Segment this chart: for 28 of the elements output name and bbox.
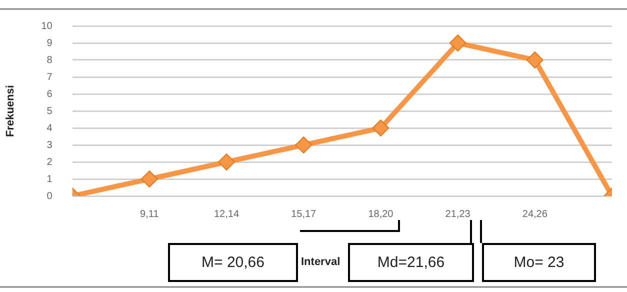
y-tick-label: 6 xyxy=(46,88,53,100)
y-tick-label: 2 xyxy=(46,156,53,168)
text: M= 20,66 xyxy=(168,243,298,282)
x-tick-label: 18,20 xyxy=(368,208,394,220)
point xyxy=(372,120,390,136)
point xyxy=(449,34,466,52)
y-tick-label: 7 xyxy=(46,72,53,83)
text: Md=21,66 xyxy=(348,243,474,282)
x-tick-label: 9,11 xyxy=(140,208,160,220)
point xyxy=(140,170,158,188)
y-tick-label: 9 xyxy=(46,38,53,49)
y-tick-label: 4 xyxy=(46,122,53,134)
x-tick-label: 12,14 xyxy=(214,208,240,220)
point xyxy=(526,52,544,68)
y-tick-label: 0 xyxy=(46,190,53,202)
y-tick-label: 1 xyxy=(46,174,53,185)
y-tick-label: 10 xyxy=(41,20,53,32)
x-tick-label: 24,26 xyxy=(522,208,548,220)
y-tick-label: 5 xyxy=(46,106,53,117)
x-tick-label: 21,23 xyxy=(445,208,471,220)
x-axis-title: Interval xyxy=(301,256,340,268)
y-tick-label: 3 xyxy=(46,140,53,151)
y-axis-title: Frekuensi xyxy=(4,85,17,137)
text: Mo= 23 xyxy=(482,243,596,282)
y-tick-label: 8 xyxy=(46,54,53,66)
point xyxy=(295,136,312,154)
x-tick-label: 15,17 xyxy=(291,208,317,220)
point xyxy=(218,154,236,170)
